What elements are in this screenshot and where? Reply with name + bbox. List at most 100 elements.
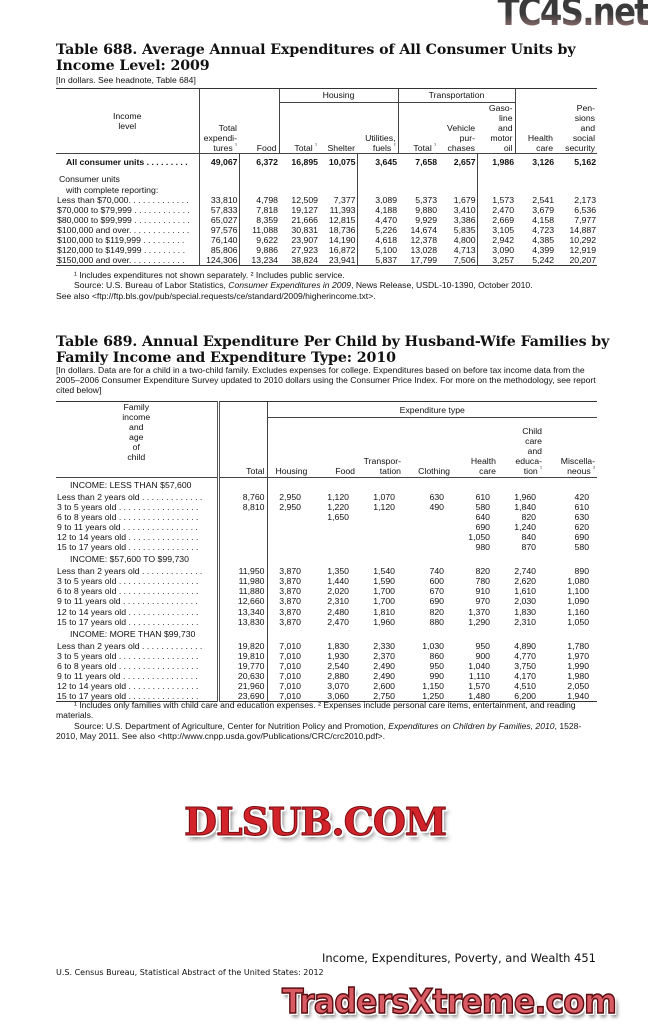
cell-value: 5,162 (574, 157, 597, 168)
cell-value: 1,960 (514, 491, 536, 502)
cell-value: 7,506 (453, 255, 476, 266)
cell-value: 3,870 (266, 606, 309, 617)
cell-value: 3,410 (453, 204, 476, 215)
cell-value: 1,220 (327, 501, 349, 512)
cell-value: 4,723 (532, 224, 555, 235)
cell-value: 2,490 (373, 660, 395, 671)
empty-cell (476, 170, 516, 185)
cell-value: 14,887 (569, 224, 597, 235)
cell-value: 900 (475, 650, 491, 661)
cell-value: 16,895 (291, 157, 318, 168)
cell-value: 13,340 (216, 606, 267, 617)
row-label: 15 to 17 years old . . . . . . . . . . .… (57, 616, 199, 627)
cell-value: 6,200 (514, 691, 536, 702)
cell-value (309, 532, 357, 542)
cell-value: 2,950 (266, 491, 309, 502)
cell-value: 890 (574, 566, 590, 577)
cell-value: 7,010 (266, 650, 309, 661)
cell-value: 1,370 (468, 606, 490, 617)
section-heading-row: INCOME: MORE THAN $99,730 (56, 626, 597, 641)
table-row: 12 to 14 years old . . . . . . . . . . .… (56, 681, 597, 692)
empty-cell (216, 552, 267, 567)
cell-value: 11,880 (216, 586, 267, 597)
table-row: 12 to 14 years old . . . . . . . . . . .… (56, 606, 597, 617)
cell-value: 2,657 (453, 157, 476, 168)
cell-value: 10,075 (328, 157, 356, 168)
cell-value: 1,240 (514, 521, 536, 532)
header-utilities: Utilities, fuels ² (357, 102, 399, 155)
empty-cell (216, 477, 267, 492)
cell-value (266, 531, 309, 543)
cell-value: 1,679 (453, 194, 476, 205)
cell-value: 1,650 (327, 511, 349, 522)
cell-value (266, 511, 309, 522)
group-header-row: Income level Total expendi-tures ¹ Food Housi… (56, 87, 598, 155)
cell-value: 20,207 (569, 255, 597, 266)
cell-value: 780 (475, 576, 491, 587)
cell-value: 27,923 (291, 245, 318, 256)
row-label: 15 to 17 years old . . . . . . . . . . .… (57, 691, 199, 702)
cell-value: 2,310 (514, 616, 536, 627)
cell-value: 1,050 (567, 616, 590, 627)
cell-value: 2,173 (574, 194, 597, 205)
cell-value: 990 (429, 670, 445, 681)
cell-value: 7,010 (266, 691, 309, 702)
table-row: 6 to 8 years old . . . . . . . . . . . .… (56, 586, 597, 597)
cell-value: 1,700 (373, 586, 395, 597)
table-row: 15 to 17 years old . . . . . . . . . . .… (56, 542, 597, 553)
cell-value: 8,810 (216, 501, 267, 512)
cell-value: 17,799 (410, 255, 438, 266)
cell-value: 630 (429, 491, 445, 502)
cell-value: 1,573 (476, 194, 516, 205)
cell-value: 3,679 (532, 204, 555, 215)
cell-value (357, 522, 403, 532)
cell-value: 16,872 (328, 245, 356, 256)
row-label: $100,000 and over. . . . . . . . . . . .… (57, 224, 190, 235)
subheading-row: Consumer units (56, 170, 597, 185)
cell-value: 420 (574, 491, 590, 502)
cell-value (403, 522, 452, 532)
cell-value: 76,140 (198, 235, 239, 246)
header-food: Food (309, 417, 357, 478)
cell-value: 1,110 (468, 670, 490, 681)
row-label: 3 to 5 years old . . . . . . . . . . . .… (57, 501, 199, 512)
title-line: Income Level: 2009 (56, 58, 210, 74)
empty-cell (279, 170, 319, 184)
empty-cell (198, 184, 239, 195)
cell-value: 2,470 (476, 204, 516, 215)
empty-cell (544, 477, 597, 492)
column-header-row: Total ¹ Shelter Utilities, fuels ² Total ¹ Ve… (56, 102, 597, 155)
table-689-headnote: [In dollars. Data are for a child in a t… (56, 365, 596, 396)
cell-value: 620 (574, 521, 590, 532)
cell-value: 11,393 (329, 204, 356, 215)
cell-value: 5,837 (356, 255, 399, 266)
cell-value: 7,377 (333, 194, 356, 205)
row-label: 12 to 14 years old . . . . . . . . . . .… (57, 531, 199, 542)
header-family-income-age: Family income and age of child (56, 401, 218, 478)
cell-value: 1,590 (373, 576, 395, 587)
cell-value: 2,480 (327, 606, 349, 617)
cell-value: 1,960 (373, 616, 395, 627)
cell-value: 2,030 (514, 596, 536, 607)
empty-cell (266, 477, 309, 492)
empty-cell (515, 170, 555, 184)
section-heading-row: INCOME: $57,600 TO $99,730 (56, 552, 597, 567)
table-row: $100,000 and over. . . . . . . . . . . .… (56, 224, 597, 236)
see-also-link[interactable]: See also <ftp://ftp.bls.gov/pub/special.… (56, 290, 376, 301)
subheading-row: with complete reporting: (56, 184, 597, 195)
cell-value: 12,378 (410, 235, 438, 246)
empty-cell (544, 627, 597, 641)
cell-value: 4,158 (532, 214, 555, 225)
cell-value: 97,576 (198, 224, 239, 236)
empty-cell (238, 170, 279, 185)
table-row: 3 to 5 years old . . . . . . . . . . . .… (56, 576, 597, 587)
table-688-notes: ¹ Includes expenditures not shown separa… (56, 270, 601, 301)
cell-value: 860 (429, 650, 445, 661)
row-label: 12 to 14 years old . . . . . . . . . . .… (57, 681, 199, 692)
cell-value (403, 512, 452, 522)
cell-value: 2,880 (327, 670, 349, 681)
empty-cell (515, 185, 555, 195)
cell-value: 1,570 (468, 681, 490, 692)
cell-value: 1,080 (567, 576, 590, 587)
